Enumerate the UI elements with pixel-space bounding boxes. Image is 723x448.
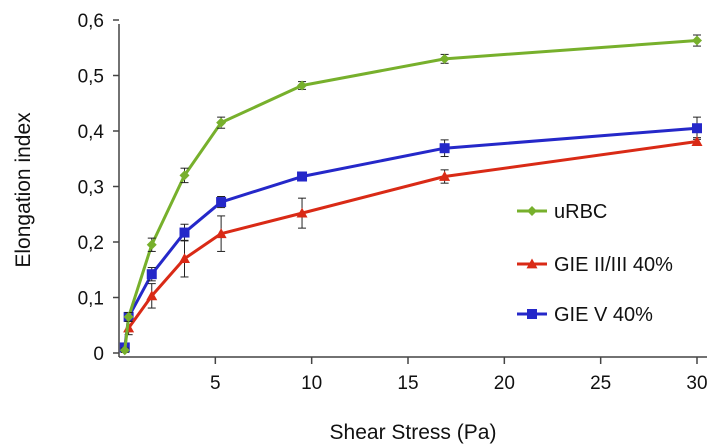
legend-item: uRBC (517, 201, 607, 223)
legend-marker (527, 309, 537, 319)
legend: uRBC GIE II/III 40% GIE V 40% (517, 201, 673, 326)
data-point (439, 143, 450, 154)
data-point (146, 239, 157, 250)
series-line (127, 140, 698, 329)
data-point (297, 80, 308, 91)
x-tick-label: 30 (686, 373, 707, 394)
data-point (215, 228, 227, 239)
data-point (146, 269, 157, 280)
data-point (179, 170, 190, 181)
y-tick-label: 0,1 (78, 289, 104, 310)
y-axis-title: Elongation index (12, 112, 35, 268)
data-point (439, 171, 451, 181)
legend-label: GIE V 40% (554, 304, 653, 326)
series-layer (119, 34, 703, 356)
y-tick-label: 0,2 (78, 233, 104, 254)
x-tick-label: 10 (301, 373, 322, 394)
y-tick-label: 0,5 (78, 67, 104, 88)
series-line (123, 39, 698, 351)
y-tick-label: 0,6 (78, 11, 104, 32)
x-axis-title: Shear Stress (Pa) (330, 421, 497, 444)
legend-label: uRBC (554, 201, 607, 223)
data-point (179, 253, 191, 264)
legend-marker (527, 206, 537, 216)
data-point (123, 311, 134, 322)
x-tick-label: 25 (590, 373, 611, 394)
data-point (691, 136, 703, 146)
data-point (439, 53, 450, 64)
y-tick-label: 0 (93, 344, 104, 365)
data-point (119, 345, 130, 356)
data-point (692, 123, 702, 134)
y-tick-label: 0,3 (78, 178, 104, 199)
y-axis-ticks: 0 0,1 0,2 0,3 0,4 0,5 0,6 (78, 11, 119, 365)
legend-item: GIE V 40% (517, 304, 653, 326)
data-point (296, 207, 308, 218)
data-point (297, 171, 308, 182)
x-tick-label: 5 (210, 373, 221, 394)
legend-marker (526, 258, 538, 269)
data-point (216, 197, 227, 208)
data-point (216, 117, 227, 128)
y-tick-label: 0,4 (78, 122, 105, 143)
data-point (692, 35, 702, 46)
series-urbc (119, 34, 702, 356)
plot-area (118, 24, 707, 358)
legend-item: GIE II/III 40% (517, 254, 673, 276)
data-point (179, 227, 190, 238)
data-point (146, 290, 158, 301)
x-tick-label: 15 (397, 373, 418, 394)
x-axis-ticks: 5 10 15 20 25 30 (210, 357, 708, 394)
x-tick-label: 20 (494, 373, 515, 394)
legend-label: GIE II/III 40% (554, 254, 673, 276)
